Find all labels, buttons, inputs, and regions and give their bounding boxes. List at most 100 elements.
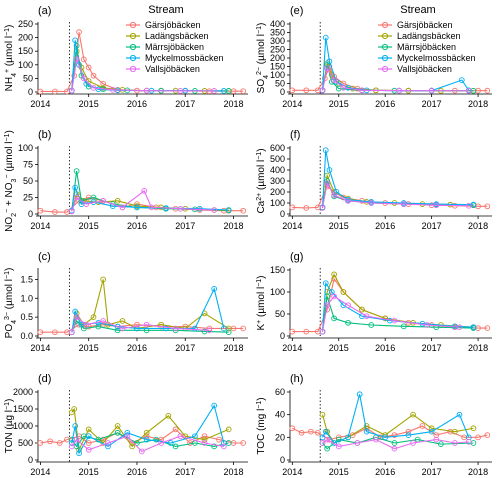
data-point: [289, 204, 296, 211]
y-tick-label: 1500: [13, 404, 33, 414]
data-point: [428, 428, 435, 435]
series-Vallsjöbäcken: [68, 56, 218, 94]
y-tick-label: 0: [28, 209, 33, 219]
y-tick-label: 600: [270, 143, 285, 153]
y-tick-label: 1.5: [20, 274, 33, 284]
series-line: [322, 438, 469, 450]
data-point: [85, 446, 92, 453]
x-tick-label: 2016: [375, 467, 395, 477]
data-point: [396, 87, 402, 94]
data-point: [172, 443, 179, 450]
data-point: [37, 88, 44, 95]
legend-swatch-point: [129, 54, 137, 62]
series-line: [321, 37, 470, 92]
series-Vallsjöbäcken: [68, 188, 218, 215]
series-Vallsjöbäcken: [319, 436, 472, 452]
panel-h: (h) 0 20 40 60 2014 2015 2016 2017 2018 TOC (mg l−…: [256, 373, 492, 477]
data-point: [52, 329, 58, 336]
y-tick-label: 20: [275, 432, 285, 442]
data-point: [319, 434, 326, 441]
y-tick-label: 500: [18, 438, 33, 448]
data-point: [368, 322, 375, 328]
x-tick-label: 2016: [127, 221, 147, 231]
data-point: [76, 29, 82, 36]
x-tick-label: 2018: [468, 343, 488, 353]
legend-swatch-point: [129, 32, 137, 40]
data-point: [331, 315, 337, 322]
x-tick-label: 2018: [468, 467, 488, 477]
data-point: [85, 440, 92, 446]
data-point: [124, 433, 131, 440]
x-tick-label: 2016: [375, 343, 395, 353]
data-point: [72, 423, 79, 429]
data-point: [85, 433, 92, 440]
x-tick-label: 2016: [127, 99, 147, 109]
data-point: [289, 425, 296, 432]
x-tick-label: 2017: [422, 343, 442, 353]
y-tick-label: 100: [270, 198, 285, 208]
x-tick-label: 2018: [468, 99, 488, 109]
data-point: [90, 85, 97, 91]
x-tick-label: 2017: [422, 467, 442, 477]
x-tick-label: 2015: [79, 99, 99, 109]
legend-swatch-point: [381, 32, 389, 40]
series-line: [71, 432, 229, 448]
data-point: [240, 325, 247, 332]
series-Myckelmossbäcken: [68, 402, 227, 457]
data-point: [52, 209, 58, 215]
data-point: [405, 432, 412, 438]
data-point: [225, 207, 232, 213]
y-axis-label: TON (µg l−1): [4, 399, 16, 454]
series-line: [321, 296, 474, 332]
data-point: [382, 434, 389, 441]
legend-entry: Märrsjöbäcken: [145, 42, 204, 52]
data-point: [83, 201, 90, 207]
data-point: [138, 448, 145, 455]
data-point: [100, 80, 107, 87]
x-tick-label: 2014: [282, 343, 302, 353]
data-point: [331, 271, 337, 278]
x-tick-label: 2014: [30, 221, 50, 231]
legend-swatch-point: [381, 54, 389, 62]
data-point: [289, 87, 296, 94]
data-point: [345, 302, 351, 309]
y-tick-label: 0: [280, 209, 285, 219]
data-point: [470, 425, 477, 432]
data-point: [148, 204, 155, 211]
panel-a: (a) 0 50 100 150 200 250 2014 2015 2016 2017 2018 NH…: [4, 5, 248, 109]
data-point: [331, 440, 337, 446]
y-tick-label: 0: [28, 87, 33, 97]
data-point: [322, 34, 329, 41]
data-point: [124, 429, 131, 436]
data-point: [73, 168, 80, 174]
x-tick-label: 2018: [224, 99, 244, 109]
data-point: [322, 147, 329, 154]
x-tick-label: 2018: [224, 343, 244, 353]
series-Vallsjöbäcken: [68, 433, 227, 455]
y-tick-label: 200: [18, 33, 33, 43]
data-point: [71, 406, 78, 412]
y-tick-label: 0: [280, 87, 285, 97]
data-point: [114, 323, 121, 330]
data-point: [73, 436, 80, 443]
data-point: [456, 324, 463, 331]
data-point: [201, 436, 208, 443]
legend-swatch-point: [129, 65, 137, 73]
data-point: [324, 436, 330, 443]
legend-swatch-point: [381, 43, 389, 51]
data-point: [438, 441, 444, 447]
panel-label: (f): [290, 129, 300, 141]
data-point: [391, 445, 398, 452]
y-tick-label: 350: [270, 28, 285, 38]
x-tick-label: 2018: [224, 221, 244, 231]
legend-entry: Ladängsbäcken: [145, 31, 209, 41]
data-point: [143, 429, 150, 436]
x-tick-label: 2016: [375, 99, 395, 109]
legend-swatch-point: [129, 21, 137, 29]
y-tick-label: 500: [270, 154, 285, 164]
data-point: [363, 423, 370, 429]
y-tick-label: 250: [270, 45, 285, 55]
x-tick-label: 2015: [79, 467, 99, 477]
data-point: [324, 445, 330, 452]
x-tick-label: 2017: [175, 343, 195, 353]
